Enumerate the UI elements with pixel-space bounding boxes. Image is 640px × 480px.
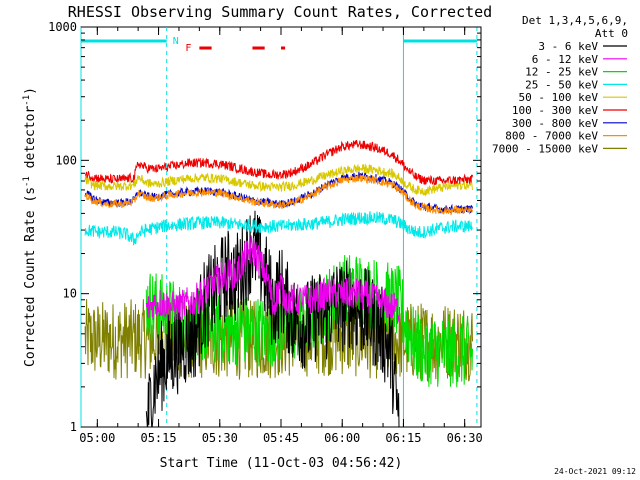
x-tick-label: 05:15: [140, 431, 176, 445]
y-tick-label: 100: [55, 153, 77, 167]
series-line-6-12-kev: [145, 235, 400, 324]
y-tick-label: 1: [70, 420, 77, 434]
series-line-800-7000-kev: [84, 174, 473, 216]
timestamp: 24-Oct-2021 09:12: [554, 467, 636, 476]
y-axis-label-part: Corrected Count Rate (s: [23, 187, 38, 367]
series-line-3-6-kev: [145, 210, 400, 428]
x-tick-label: 06:30: [447, 431, 483, 445]
series-line-100-300-kev: [84, 139, 473, 186]
x-tick-label: 05:30: [202, 431, 238, 445]
legend-label: 300 - 800 keV: [512, 117, 598, 130]
legend-label: 25 - 50 keV: [525, 78, 598, 91]
series-layer: [84, 139, 473, 428]
x-tick-label: 05:00: [79, 431, 115, 445]
chart-title: RHESSI Observing Summary Count Rates, Co…: [68, 3, 492, 21]
y-axis-label: Corrected Count Rate (s-1 detector-1): [22, 87, 38, 367]
legend-header: Att 0: [595, 27, 628, 40]
axis-ticks: 05:00 05:15 05:30 05:45 06:00 06:15 06:30 1 10 10…: [48, 20, 483, 445]
flare-bar-label: F: [185, 43, 191, 54]
y-axis-label-part: ): [23, 87, 38, 95]
legend-label: 6 - 12 keV: [532, 53, 599, 66]
legend-header: Det 1,3,4,5,6,9,: [522, 14, 628, 27]
legend-label: 800 - 7000 keV: [505, 130, 598, 143]
status-bars: NF: [81, 36, 477, 54]
night-bar-label: N: [173, 36, 179, 47]
y-axis-label-exponent: -1: [22, 176, 32, 187]
y-tick-label: 10: [63, 287, 77, 301]
x-tick-label: 05:45: [263, 431, 299, 445]
legend-label: 7000 - 15000 keV: [492, 142, 598, 155]
legend-label: 3 - 6 keV: [538, 40, 598, 53]
y-axis-label-part: detector: [23, 106, 38, 177]
x-tick-label: 06:15: [385, 431, 421, 445]
y-tick-label: 1000: [48, 20, 77, 34]
legend-label: 50 - 100 keV: [519, 91, 599, 104]
series-line-50-100-kev: [84, 163, 473, 197]
x-tick-label: 06:00: [324, 431, 360, 445]
legend-label: 100 - 300 keV: [512, 104, 598, 117]
plot-area: NF 05:00 05:15 05:30 05:45 06:00 06:15 06:30 1 1…: [48, 20, 483, 445]
legend-label: 12 - 25 keV: [525, 66, 598, 79]
x-axis-label: Start Time (11-Oct-03 04:56:42): [160, 456, 403, 471]
series-line-25-50-kev: [84, 211, 473, 246]
y-axis-label-exponent: -1: [22, 95, 32, 106]
